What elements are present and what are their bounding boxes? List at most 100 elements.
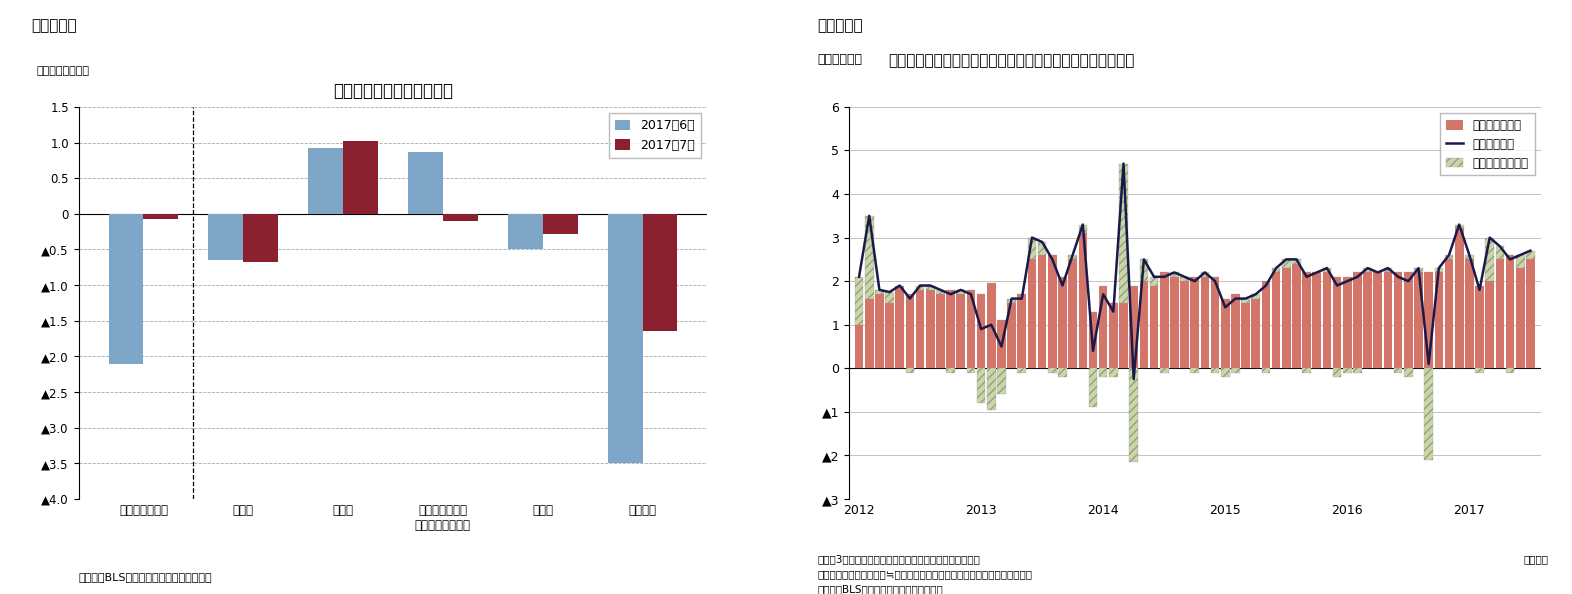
Bar (1221, 299, 1229, 368)
Bar (967, 290, 975, 368)
Bar (1445, 255, 1454, 260)
Bar (1383, 273, 1393, 368)
Bar (1149, 277, 1159, 286)
Bar (1149, 286, 1159, 368)
Bar (1231, 294, 1240, 368)
Bar (1353, 273, 1361, 368)
Bar (876, 290, 883, 294)
Bar (1435, 273, 1443, 368)
Bar (956, 294, 965, 368)
Bar (1160, 368, 1168, 372)
Legend: 2017年6月, 2017年7月: 2017年6月, 2017年7月 (608, 113, 701, 158)
Bar (1069, 260, 1077, 368)
Bar (1424, 273, 1434, 368)
週当たり賃金 (901, 295, 920, 302)
Bar (1008, 299, 1016, 303)
Bar (1292, 260, 1300, 264)
Bar (885, 303, 894, 368)
Bar (1424, 368, 1434, 460)
Text: （前月差、万人）: （前月差、万人） (36, 67, 90, 77)
週当たり賃金 (1522, 247, 1541, 254)
Text: 民間非農業部門の週当たり賃金伸び率（年率換算、寄与度）: 民間非農業部門の週当たり賃金伸び率（年率換算、寄与度） (888, 53, 1135, 68)
週当たり賃金 (1144, 273, 1163, 280)
Legend: 時間当たり賃金, 週当たり賃金, 週当たり労働時間: 時間当たり賃金, 週当たり賃金, 週当たり労働時間 (1440, 113, 1534, 175)
Bar (1201, 277, 1209, 368)
Bar (1170, 273, 1179, 277)
Bar (1322, 273, 1331, 368)
Bar (1089, 368, 1097, 407)
Bar (1140, 260, 1148, 281)
Bar (946, 290, 954, 368)
Bar (926, 286, 935, 290)
Bar (1281, 268, 1291, 368)
Text: （月次）: （月次） (1523, 554, 1548, 564)
Title: 前月分・前々月分の改定幅: 前月分・前々月分の改定幅 (333, 82, 453, 100)
Bar (935, 294, 945, 368)
Bar (987, 368, 995, 410)
Bar (1038, 255, 1047, 368)
Bar (1495, 260, 1504, 368)
Bar (967, 368, 975, 372)
Bar (1506, 255, 1514, 368)
Bar (1017, 368, 1027, 372)
Bar (1394, 273, 1402, 368)
週当たり賃金 (1176, 273, 1195, 280)
Bar (1099, 368, 1108, 377)
Bar (1526, 260, 1534, 368)
Bar (1292, 264, 1300, 368)
Bar (1049, 255, 1056, 368)
Bar (1028, 260, 1036, 368)
Bar (876, 294, 883, 368)
Bar (935, 290, 945, 294)
Bar (1242, 303, 1250, 368)
Bar (1190, 277, 1199, 368)
Bar (855, 325, 863, 368)
Bar (1383, 268, 1393, 273)
Bar (1058, 277, 1067, 368)
Bar (1028, 238, 1036, 260)
Bar (976, 368, 986, 403)
週当たり賃金 (1124, 375, 1143, 383)
Bar (976, 294, 986, 368)
Text: （資料）BLSよりニッセイ基礎研究所作成: （資料）BLSよりニッセイ基礎研究所作成 (79, 572, 212, 582)
Line: 週当たり賃金: 週当たり賃金 (858, 163, 1531, 379)
Bar (1201, 273, 1209, 277)
Bar (343, 141, 377, 214)
Bar (896, 286, 904, 368)
Text: （図表４）: （図表４） (817, 18, 863, 33)
Bar (916, 286, 924, 290)
Bar (1435, 268, 1443, 273)
Bar (608, 214, 643, 463)
Bar (508, 214, 542, 249)
Bar (1374, 273, 1382, 368)
Bar (1262, 281, 1270, 368)
Bar (1160, 273, 1168, 368)
Bar (1272, 273, 1281, 368)
Bar (1281, 260, 1291, 268)
Bar (1231, 368, 1240, 372)
Bar (1342, 368, 1352, 372)
Bar (143, 214, 178, 219)
Bar (1465, 260, 1473, 368)
Bar (1515, 255, 1525, 268)
Bar (1038, 242, 1047, 255)
Bar (1445, 260, 1454, 368)
Bar (865, 216, 874, 299)
Bar (1078, 225, 1088, 233)
Bar (1108, 303, 1118, 368)
Bar (1008, 303, 1016, 368)
Bar (1475, 286, 1484, 368)
Bar (1415, 268, 1423, 273)
Bar (855, 277, 863, 325)
Bar (1506, 368, 1514, 372)
Bar (1404, 368, 1413, 377)
Text: 週当たり賃金伸び率≒週当たり労働時間伸び率＋時間当たり賃金伸び率: 週当たり賃金伸び率≒週当たり労働時間伸び率＋時間当たり賃金伸び率 (817, 569, 1033, 579)
Bar (1078, 233, 1088, 368)
Text: （図表３）: （図表３） (31, 18, 77, 33)
Bar (308, 147, 343, 214)
Bar (987, 283, 995, 368)
Bar (1313, 273, 1320, 368)
Bar (1181, 281, 1188, 368)
Bar (409, 152, 443, 214)
Text: （資料）BLSよりニッセイ基礎研究所作成: （資料）BLSよりニッセイ基礎研究所作成 (817, 584, 943, 594)
